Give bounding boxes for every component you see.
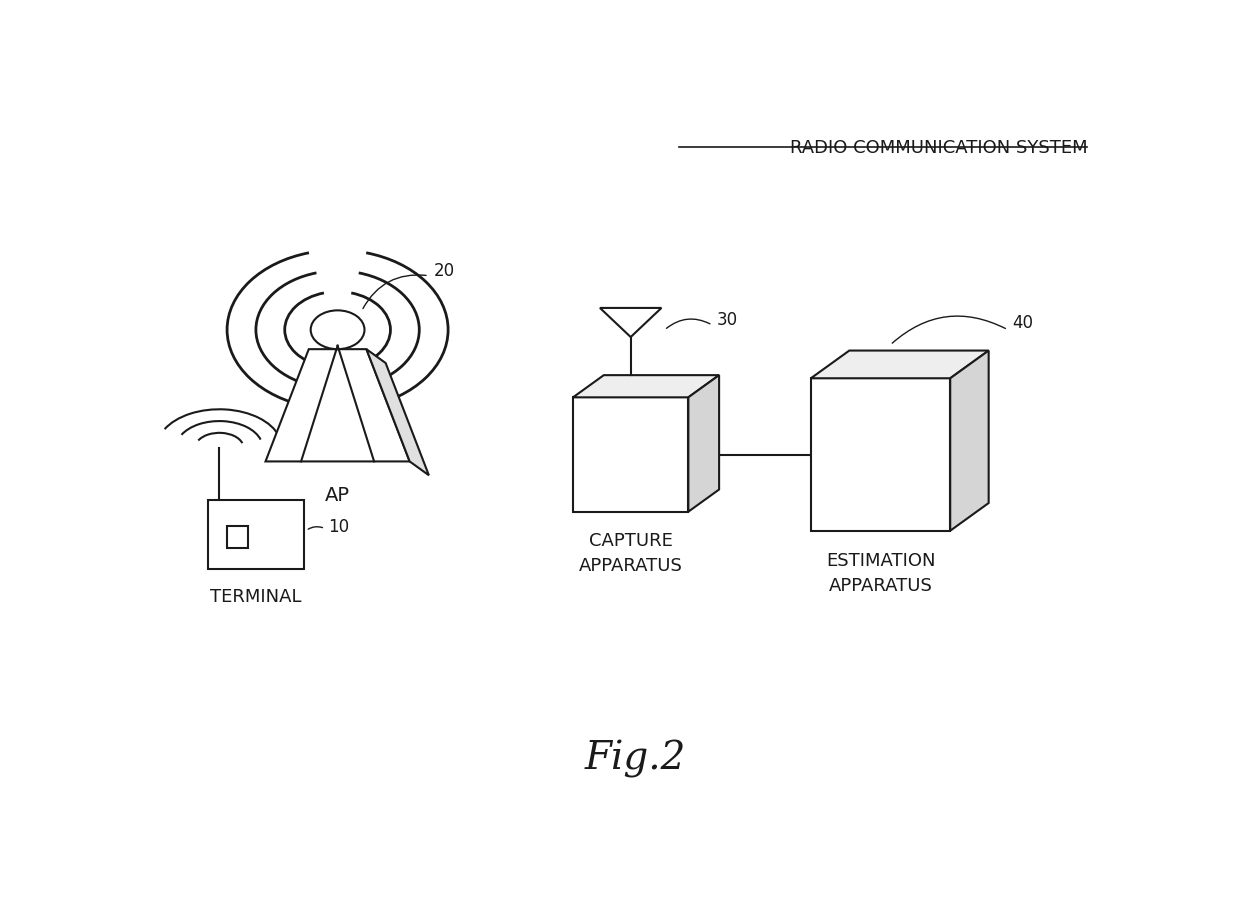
- Polygon shape: [265, 349, 409, 462]
- Polygon shape: [950, 351, 988, 531]
- Circle shape: [311, 310, 365, 349]
- Text: CAPTURE
APPARATUS: CAPTURE APPARATUS: [579, 533, 683, 575]
- Text: TERMINAL: TERMINAL: [210, 589, 301, 607]
- FancyBboxPatch shape: [811, 378, 950, 531]
- Text: ESTIMATION
APPARATUS: ESTIMATION APPARATUS: [826, 552, 935, 595]
- Text: Fig.2: Fig.2: [585, 741, 686, 778]
- Polygon shape: [600, 308, 661, 337]
- Polygon shape: [811, 351, 988, 378]
- Polygon shape: [367, 349, 429, 475]
- FancyBboxPatch shape: [573, 397, 688, 512]
- Text: 20: 20: [434, 262, 455, 280]
- Polygon shape: [688, 375, 719, 512]
- Text: 40: 40: [1013, 314, 1034, 332]
- Polygon shape: [573, 375, 719, 397]
- Text: AP: AP: [325, 486, 350, 505]
- Text: 30: 30: [717, 310, 738, 328]
- Text: RADIO COMMUNICATION SYSTEM: RADIO COMMUNICATION SYSTEM: [790, 140, 1087, 158]
- FancyBboxPatch shape: [208, 500, 304, 569]
- Text: 10: 10: [327, 518, 350, 536]
- FancyBboxPatch shape: [227, 526, 248, 548]
